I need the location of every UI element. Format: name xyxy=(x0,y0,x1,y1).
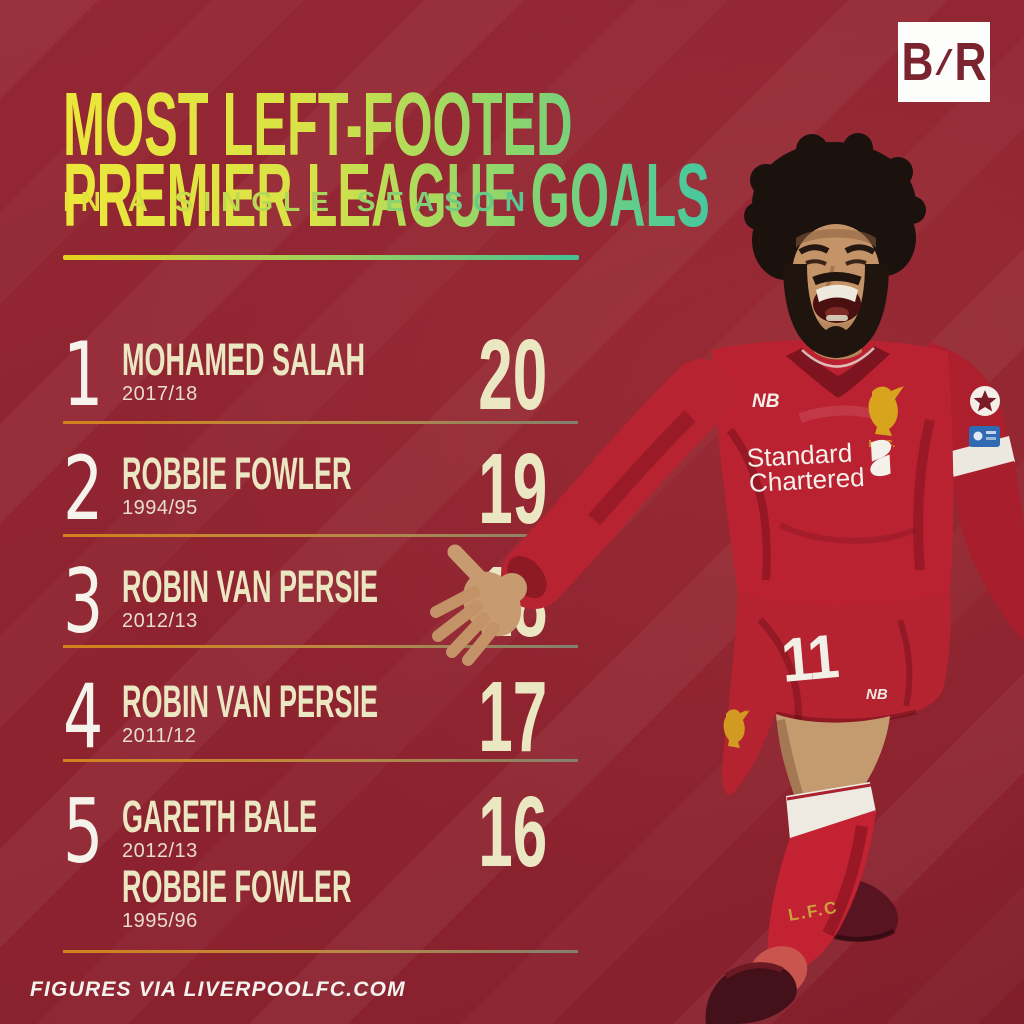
br-logo-slash-icon xyxy=(935,49,953,75)
player-season: 2011/12 xyxy=(122,725,197,747)
player-season: 1994/95 xyxy=(122,497,198,519)
player-season: 1995/96 xyxy=(122,910,198,932)
rank-number: 5 xyxy=(63,780,104,883)
br-logo: B R xyxy=(898,22,990,102)
player-name: ROBBIE FOWLER xyxy=(122,861,352,912)
player-name: GARETH BALE xyxy=(122,791,317,842)
row-divider xyxy=(63,645,578,648)
goals-value: 16 xyxy=(478,776,547,888)
player-name: ROBBIE FOWLER xyxy=(122,448,352,499)
row-entries: ROBBIE FOWLER 1994/95 xyxy=(122,448,504,521)
goals-value: 18 xyxy=(478,546,547,658)
rank-number: 2 xyxy=(63,437,104,540)
title-underline xyxy=(63,255,579,260)
row-entries: ROBIN VAN PERSIE 2012/13 xyxy=(122,561,549,634)
table-row: 3 ROBIN VAN PERSIE 2012/13 18 xyxy=(63,546,578,658)
goals-value: 19 xyxy=(478,433,547,545)
subtitle: IN A SINGLE SEASON xyxy=(63,186,535,217)
rank-number: 4 xyxy=(63,665,104,768)
table-row: 4 ROBIN VAN PERSIE 2011/12 17 xyxy=(63,661,578,773)
br-logo-letter-b: B xyxy=(901,32,934,92)
table-row: 2 ROBBIE FOWLER 1994/95 19 xyxy=(63,433,578,545)
player-season: 2012/13 xyxy=(122,840,198,862)
source-credit: FIGURES VIA LIVERPOOLFC.COM xyxy=(30,978,406,1001)
player-name: MOHAMED SALAH xyxy=(122,334,365,385)
row-divider xyxy=(63,759,578,762)
goals-value: 20 xyxy=(478,319,547,431)
row-divider xyxy=(63,950,578,953)
row-entries: ROBIN VAN PERSIE 2011/12 xyxy=(122,676,549,749)
player-season: 2012/13 xyxy=(122,610,198,632)
player-name: ROBIN VAN PERSIE xyxy=(122,676,379,727)
row-divider xyxy=(63,534,578,537)
row-entries: MOHAMED SALAH 2017/18 xyxy=(122,334,527,407)
player-name: ROBIN VAN PERSIE xyxy=(122,561,379,612)
table-row: 1 MOHAMED SALAH 2017/18 20 xyxy=(63,319,578,431)
goals-value: 17 xyxy=(478,661,547,773)
rank-number: 1 xyxy=(63,323,104,426)
br-logo-letter-r: R xyxy=(954,32,987,92)
player-season: 2017/18 xyxy=(122,383,198,405)
table-row: 5 GARETH BALE 2012/13 ROBBIE FOWLER 1995… xyxy=(63,776,578,953)
row-divider xyxy=(63,421,578,424)
row-entries: GARETH BALE 2012/13 ROBBIE FOWLER 1995/9… xyxy=(122,791,504,934)
rank-number: 3 xyxy=(63,550,104,653)
